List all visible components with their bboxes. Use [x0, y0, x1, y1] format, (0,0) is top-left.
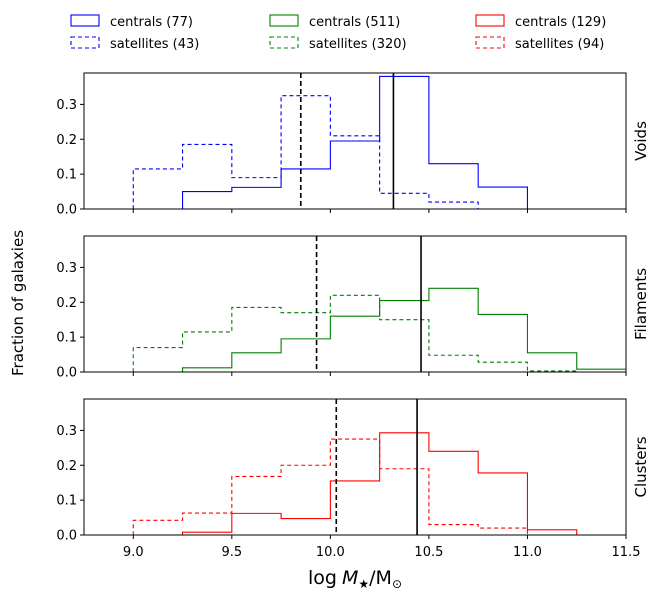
- y-tick-label: 0.3: [56, 424, 77, 439]
- panel-label-filaments: Filaments: [632, 268, 650, 340]
- legend-label: centrals (77): [110, 15, 193, 30]
- voids-satellites-histogram: [84, 95, 626, 210]
- x-axis-label-mass: M: [342, 567, 358, 589]
- legend-item: centrals (77): [70, 14, 193, 30]
- voids-centrals-histogram: [84, 75, 626, 210]
- panel-filaments: 0.0 0.1 0.2 0.3 Filaments: [56, 235, 650, 381]
- voids-frame: [83, 72, 627, 210]
- x-axis-label: log M★/M⊙: [308, 567, 402, 591]
- legend-swatch: [269, 36, 299, 49]
- y-tick-label: 0.0: [56, 529, 77, 544]
- legend-item: centrals (511): [269, 14, 400, 30]
- filaments-centrals-histogram: [84, 287, 626, 373]
- y-tick-label: 0.1: [56, 168, 77, 183]
- legend: centrals (77) satellites (43) centrals (51…: [70, 14, 606, 52]
- x-tick-label: 11.0: [513, 545, 542, 560]
- y-tick-label: 0.2: [56, 296, 77, 311]
- legend-item: satellites (320): [269, 36, 407, 52]
- legend-label: centrals (511): [309, 15, 400, 30]
- legend-swatch: [70, 36, 100, 49]
- panel-voids: 0.0 0.1 0.2 0.3 Voids: [56, 72, 650, 218]
- y-tick-label: 0.1: [56, 494, 77, 509]
- y-tick-label: 0.2: [56, 459, 77, 474]
- x-axis-label-log: log: [308, 567, 337, 589]
- x-tick-label: 10.5: [414, 545, 443, 560]
- legend-swatch: [475, 36, 505, 49]
- y-tick-label: 0.1: [56, 331, 77, 346]
- x-axis-label-solar: /M: [369, 567, 392, 589]
- legend-label: satellites (94): [515, 37, 604, 52]
- legend-label: centrals (129): [515, 15, 606, 30]
- y-tick-label: 0.2: [56, 133, 77, 148]
- y-axis-label: Fraction of galaxies: [9, 230, 27, 376]
- y-tick-label: 0.3: [56, 261, 77, 276]
- panel-label-clusters: Clusters: [632, 436, 650, 497]
- legend-swatch: [70, 14, 100, 27]
- panel-clusters: 0.0 0.1 0.2 0.3 9.0 9.5 10.0 10.5 11.0 11.5 Cluste…: [56, 398, 650, 560]
- legend-item: satellites (94): [475, 36, 604, 52]
- filaments-satellites-histogram: [84, 294, 626, 373]
- legend-item: satellites (43): [70, 36, 199, 52]
- clusters-frame: [83, 398, 627, 536]
- filaments-frame: [83, 235, 627, 373]
- legend-swatch: [475, 14, 505, 27]
- legend-label: satellites (43): [110, 37, 199, 52]
- y-tick-label: 0.0: [56, 203, 77, 218]
- x-tick-label: 9.0: [123, 545, 144, 560]
- panel-label-voids: Voids: [632, 121, 650, 161]
- clusters-centrals-histogram: [84, 432, 626, 536]
- y-tick-label: 0.0: [56, 366, 77, 381]
- legend-swatch: [269, 14, 299, 27]
- x-tick-label: 11.5: [612, 545, 641, 560]
- legend-label: satellites (320): [309, 37, 407, 52]
- x-tick-label: 9.5: [221, 545, 242, 560]
- x-tick-label: 10.0: [316, 545, 345, 560]
- x-axis-label-sun: ⊙: [392, 577, 402, 591]
- y-tick-label: 0.3: [56, 98, 77, 113]
- clusters-satellites-histogram: [84, 438, 626, 536]
- legend-item: centrals (129): [475, 14, 606, 30]
- x-axis-label-star: ★: [358, 577, 369, 591]
